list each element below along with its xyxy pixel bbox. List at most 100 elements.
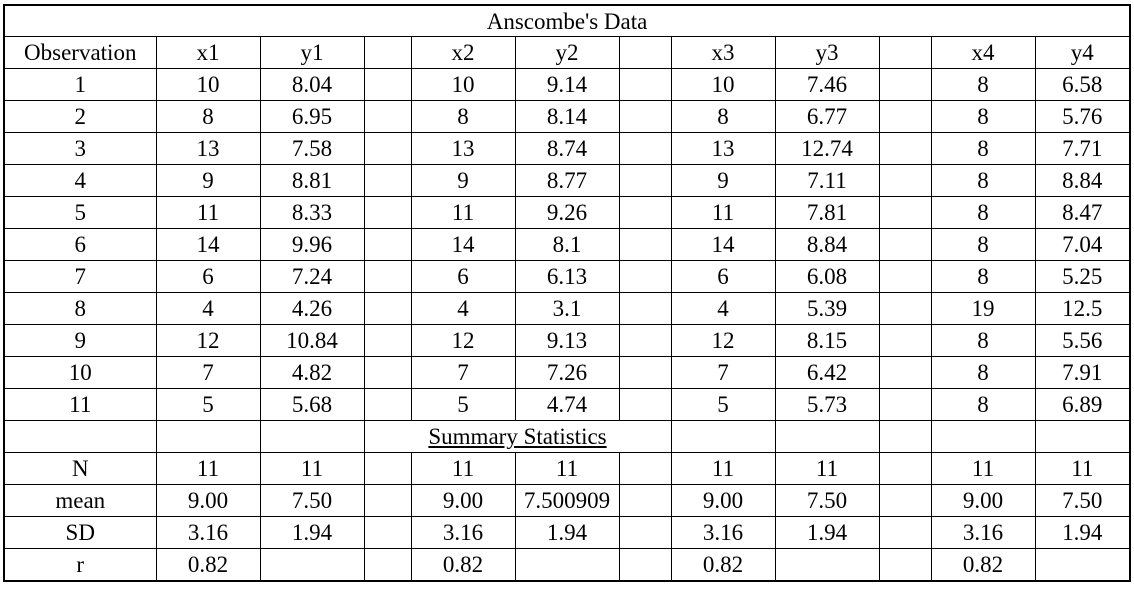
cell-x3[interactable]: 4: [670, 292, 776, 325]
cell-x1[interactable]: x1: [155, 36, 261, 69]
cell-x2[interactable]: 4: [410, 292, 516, 325]
cell-gap3[interactable]: [878, 196, 932, 229]
cell-gap1[interactable]: [363, 68, 412, 101]
cell-x3[interactable]: x3: [670, 36, 776, 69]
cell-y1[interactable]: 1.94: [259, 516, 365, 549]
cell-x1[interactable]: 8: [155, 100, 261, 133]
cell-y3[interactable]: 5.73: [774, 388, 880, 421]
cell-y2[interactable]: 9.26: [514, 196, 620, 229]
cell-x2[interactable]: 6: [410, 260, 516, 293]
cell-x2[interactable]: 9: [410, 164, 516, 197]
cell-x1[interactable]: 9.00: [155, 484, 261, 517]
cell-x3[interactable]: 8: [670, 100, 776, 133]
cell-x1[interactable]: 11: [155, 452, 261, 485]
cell-x1[interactable]: 6: [155, 260, 261, 293]
cell-x4[interactable]: 8: [930, 388, 1036, 421]
cell-x2[interactable]: x2: [410, 36, 516, 69]
cell-y3[interactable]: 7.11: [774, 164, 880, 197]
cell-x4[interactable]: 8: [930, 164, 1036, 197]
empty-cell[interactable]: [774, 420, 880, 453]
cell-x1[interactable]: 5: [155, 388, 261, 421]
cell-y4[interactable]: 7.04: [1034, 228, 1132, 261]
cell-x3[interactable]: 14: [670, 228, 776, 261]
cell-x1[interactable]: 13: [155, 132, 261, 165]
cell-gap1[interactable]: [363, 452, 412, 485]
cell-y4[interactable]: 8.47: [1034, 196, 1132, 229]
cell-x3[interactable]: 9: [670, 164, 776, 197]
cell-x2[interactable]: 11: [410, 452, 516, 485]
empty-cell[interactable]: [3, 420, 157, 453]
cell-y4[interactable]: 5.76: [1034, 100, 1132, 133]
cell-x4[interactable]: 8: [930, 100, 1036, 133]
cell-x1[interactable]: 14: [155, 228, 261, 261]
cell-observation[interactable]: 3: [3, 132, 157, 165]
cell-gap1[interactable]: [363, 196, 412, 229]
cell-y4[interactable]: 7.91: [1034, 356, 1132, 389]
cell-x1[interactable]: 7: [155, 356, 261, 389]
cell-y4[interactable]: [1034, 548, 1132, 582]
cell-x4[interactable]: 3.16: [930, 516, 1036, 549]
cell-y2[interactable]: 8.1: [514, 228, 620, 261]
cell-y3[interactable]: 8.15: [774, 324, 880, 357]
cell-y2[interactable]: 7.500909: [514, 484, 620, 517]
cell-gap3[interactable]: [878, 260, 932, 293]
cell-gap3[interactable]: [878, 68, 932, 101]
cell-observation[interactable]: 11: [3, 388, 157, 421]
cell-y1[interactable]: 5.68: [259, 388, 365, 421]
cell-x2[interactable]: 9.00: [410, 484, 516, 517]
cell-y1[interactable]: 9.96: [259, 228, 365, 261]
cell-y3[interactable]: 8.84: [774, 228, 880, 261]
cell-observation[interactable]: 4: [3, 164, 157, 197]
cell-y3[interactable]: 7.50: [774, 484, 880, 517]
cell-y2[interactable]: y2: [514, 36, 620, 69]
cell-gap2[interactable]: [618, 260, 672, 293]
cell-y3[interactable]: [774, 548, 880, 582]
cell-observation[interactable]: mean: [3, 484, 157, 517]
empty-cell[interactable]: [155, 420, 261, 453]
cell-x2[interactable]: 14: [410, 228, 516, 261]
cell-x1[interactable]: 12: [155, 324, 261, 357]
cell-observation[interactable]: 7: [3, 260, 157, 293]
cell-y3[interactable]: 6.77: [774, 100, 880, 133]
cell-x3[interactable]: 13: [670, 132, 776, 165]
cell-x3[interactable]: 5: [670, 388, 776, 421]
cell-y3[interactable]: 6.42: [774, 356, 880, 389]
cell-gap2[interactable]: [618, 68, 672, 101]
cell-y2[interactable]: 8.74: [514, 132, 620, 165]
cell-x3[interactable]: 7: [670, 356, 776, 389]
cell-x4[interactable]: 8: [930, 324, 1036, 357]
cell-x4[interactable]: 8: [930, 228, 1036, 261]
cell-gap2[interactable]: [618, 100, 672, 133]
cell-x4[interactable]: 8: [930, 356, 1036, 389]
cell-y2[interactable]: 8.14: [514, 100, 620, 133]
cell-x4[interactable]: 8: [930, 260, 1036, 293]
cell-gap3[interactable]: [878, 100, 932, 133]
cell-x3[interactable]: 0.82: [670, 548, 776, 582]
cell-gap1[interactable]: [363, 548, 412, 582]
cell-x1[interactable]: 9: [155, 164, 261, 197]
cell-y2[interactable]: 9.14: [514, 68, 620, 101]
cell-y4[interactable]: 12.5: [1034, 292, 1132, 325]
cell-observation[interactable]: 2: [3, 100, 157, 133]
cell-y1[interactable]: 10.84: [259, 324, 365, 357]
cell-x3[interactable]: 6: [670, 260, 776, 293]
cell-x3[interactable]: 11: [670, 196, 776, 229]
cell-y4[interactable]: 7.50: [1034, 484, 1132, 517]
cell-gap3[interactable]: [878, 228, 932, 261]
cell-y4[interactable]: 6.58: [1034, 68, 1132, 101]
cell-gap2[interactable]: [618, 324, 672, 357]
cell-y1[interactable]: 8.81: [259, 164, 365, 197]
cell-observation[interactable]: 10: [3, 356, 157, 389]
cell-x1[interactable]: 10: [155, 68, 261, 101]
cell-x2[interactable]: 3.16: [410, 516, 516, 549]
cell-y4[interactable]: 6.89: [1034, 388, 1132, 421]
cell-x2[interactable]: 12: [410, 324, 516, 357]
cell-y3[interactable]: y3: [774, 36, 880, 69]
cell-observation[interactable]: 8: [3, 292, 157, 325]
cell-gap2[interactable]: [618, 164, 672, 197]
cell-gap1[interactable]: [363, 356, 412, 389]
cell-gap2[interactable]: [618, 36, 672, 69]
cell-y1[interactable]: [259, 548, 365, 582]
cell-x2[interactable]: 8: [410, 100, 516, 133]
cell-x3[interactable]: 9.00: [670, 484, 776, 517]
